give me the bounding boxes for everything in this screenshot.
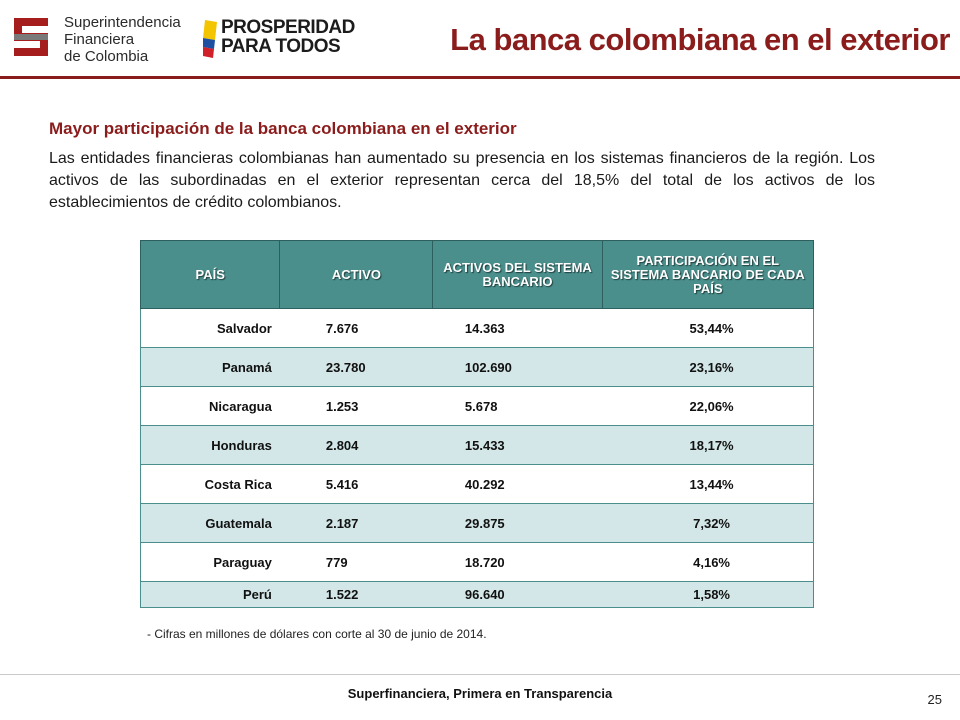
table-row: Paraguay 779 18.720 4,16%: [139, 542, 815, 582]
logo-line: PROSPERIDAD: [221, 17, 355, 38]
cell-pais: Paraguay: [139, 542, 280, 582]
page-title: La banca colombiana en el exterior: [450, 22, 950, 57]
footer-tagline: Superfinanciera, Primera en Transparenci…: [347, 686, 613, 701]
cell-activo: 2.187: [279, 503, 433, 543]
cell-activo: 23.780: [279, 347, 433, 387]
table-row: Guatemala 2.187 29.875 7,32%: [139, 503, 815, 543]
header-activo: ACTIVO: [279, 240, 434, 309]
header-divider: [0, 76, 960, 79]
logo-line: Financiera: [64, 31, 135, 48]
banking-abroad-table: PAÍS ACTIVO ACTIVOS DEL SISTEMA BANCARIO…: [139, 240, 815, 608]
cell-activos-sistema: 29.875: [432, 503, 603, 543]
cell-activo: 1.253: [279, 386, 433, 426]
section-subtitle: Mayor participación de la banca colombia…: [49, 119, 517, 138]
cell-activos-sistema: 40.292: [432, 464, 603, 504]
cell-pais: Honduras: [139, 425, 280, 465]
cell-participacion: 4,16%: [602, 542, 815, 582]
cell-activo: 7.676: [279, 308, 433, 348]
cell-participacion: 22,06%: [602, 386, 815, 426]
superfinanciera-logo-text: Superintendencia Financiera de Colombia: [64, 14, 181, 65]
cell-participacion: 7,32%: [602, 503, 815, 543]
table-row: Costa Rica 5.416 40.292 13,44%: [139, 464, 815, 504]
header-participacion: PARTICIPACIÓN EN EL SISTEMA BANCARIO DE …: [601, 240, 815, 309]
cell-participacion: 13,44%: [602, 464, 815, 504]
table-row: Salvador 7.676 14.363 53,44%: [139, 308, 815, 348]
slide-header: Superintendencia Financiera de Colombia …: [0, 0, 960, 80]
intro-paragraph: Las entidades financieras colombianas ha…: [49, 150, 875, 211]
header-pais: PAÍS: [139, 240, 281, 309]
prosperidad-logo: PROSPERIDAD PARA TODOS: [203, 18, 355, 60]
cell-activo: 5.416: [279, 464, 433, 504]
cell-activo: 2.804: [279, 425, 433, 465]
cell-participacion: 53,44%: [602, 308, 815, 348]
logo-line: Superintendencia: [64, 14, 181, 31]
cell-activos-sistema: 14.363: [432, 308, 603, 348]
logo-line: de Colombia: [64, 48, 149, 65]
table-header-row: PAÍS ACTIVO ACTIVOS DEL SISTEMA BANCARIO…: [139, 240, 815, 309]
cell-activo: 779: [279, 542, 433, 582]
cell-participacion: 18,17%: [602, 425, 815, 465]
cell-pais: Salvador: [139, 308, 280, 348]
cell-activos-sistema: 102.690: [432, 347, 603, 387]
cell-activos-sistema: 18.720: [432, 542, 603, 582]
cell-participacion: 1,58%: [602, 581, 815, 608]
cell-activos-sistema: 5.678: [432, 386, 603, 426]
cell-pais: Nicaragua: [139, 386, 280, 426]
table-row: Nicaragua 1.253 5.678 22,06%: [139, 386, 815, 426]
table-row: Panamá 23.780 102.690 23,16%: [139, 347, 815, 387]
cell-activos-sistema: 96.640: [432, 581, 603, 608]
colombia-flag-icon: [203, 20, 217, 58]
table-row: Perú 1.522 96.640 1,58%: [139, 581, 815, 608]
logo-line: PARA TODOS: [221, 36, 341, 57]
superfinanciera-mark-icon: [8, 12, 54, 62]
cell-pais: Perú: [139, 581, 280, 608]
cell-pais: Panamá: [139, 347, 280, 387]
superfinanciera-logo: Superintendencia Financiera de Colombia: [8, 8, 188, 66]
cell-pais: Guatemala: [139, 503, 280, 543]
prosperidad-logo-text: PROSPERIDAD PARA TODOS: [221, 18, 355, 56]
footer-divider: [0, 674, 960, 675]
cell-activos-sistema: 15.433: [432, 425, 603, 465]
table-footnote: - Cifras en millones de dólares con cort…: [147, 627, 487, 641]
cell-activo: 1.522: [279, 581, 433, 608]
header-activos-sistema: ACTIVOS DEL SISTEMA BANCARIO: [432, 240, 603, 309]
page-number: 25: [927, 692, 942, 707]
cell-pais: Costa Rica: [139, 464, 280, 504]
cell-participacion: 23,16%: [602, 347, 815, 387]
table-row: Honduras 2.804 15.433 18,17%: [139, 425, 815, 465]
